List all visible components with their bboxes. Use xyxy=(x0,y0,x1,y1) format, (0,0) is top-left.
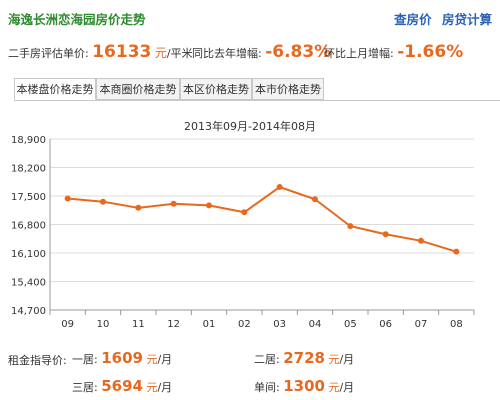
data-point xyxy=(135,204,142,211)
assessed-price-label: 二手房评估单价: xyxy=(8,47,89,60)
rent-two-bedroom-unit: 元 xyxy=(328,353,340,366)
x-tick-label: 10 xyxy=(97,319,110,330)
x-tick-label: 03 xyxy=(273,319,286,330)
y-tick-label: 15,400 xyxy=(11,278,46,289)
rent-single-room-unit: 元 xyxy=(328,381,340,394)
y-tick-label: 16,800 xyxy=(11,221,46,232)
y-tick-label: 16,100 xyxy=(11,249,46,260)
top-links: 查房价 房贷计算 xyxy=(388,9,492,28)
rent-one-bedroom: 一居: 1609 元/月 xyxy=(72,349,172,367)
data-point xyxy=(418,237,424,244)
price-stats: 二手房评估单价: 16133 元/平米 同比去年增幅: -6.83% 环比上月增… xyxy=(8,42,498,64)
tab-city-trend[interactable]: 本市价格走势 xyxy=(252,78,324,100)
x-tick-label: 12 xyxy=(167,319,180,330)
assessed-price-unit-suffix: /平米 xyxy=(166,47,193,60)
rent-one-bedroom-unit: 元 xyxy=(146,353,158,366)
data-point xyxy=(64,195,71,202)
data-point xyxy=(312,196,318,203)
assessed-price: 二手房评估单价: 16133 元/平米 xyxy=(8,42,193,62)
x-tick-label: 07 xyxy=(415,319,428,330)
data-point xyxy=(241,209,248,216)
rent-three-bedroom-value: 5694 xyxy=(101,377,143,395)
rent-two-bedroom: 二居: 2728 元/月 xyxy=(254,349,354,367)
data-point xyxy=(206,202,212,209)
rent-three-bedroom-unit: 元 xyxy=(146,381,158,394)
x-tick-label: 02 xyxy=(238,319,251,330)
loan-calculator-link[interactable]: 房贷计算 xyxy=(441,12,492,27)
data-point xyxy=(347,223,354,230)
yoy-change: 同比去年增幅: -6.83% xyxy=(192,42,331,62)
tab-business-area-trend[interactable]: 本商圈价格走势 xyxy=(96,78,180,100)
mom-change-label: 环比上月增幅: xyxy=(324,47,394,60)
rent-three-bedroom-unit-suffix: /月 xyxy=(157,381,173,394)
data-point xyxy=(170,200,177,207)
rent-single-room-label: 单间: xyxy=(254,381,280,394)
y-tick-label: 14,700 xyxy=(11,306,46,317)
rent-single-room: 单间: 1300 元/月 xyxy=(254,377,354,395)
data-point xyxy=(100,198,106,205)
x-tick-label: 05 xyxy=(344,319,357,330)
rent-one-bedroom-unit-suffix: /月 xyxy=(157,353,173,366)
page-title: 海逸长洲恋海园房价走势 xyxy=(8,12,146,27)
mom-change-value: -1.66% xyxy=(397,42,464,62)
rent-two-bedroom-value: 2728 xyxy=(283,349,325,367)
yoy-change-value: -6.83% xyxy=(265,42,332,62)
mom-change: 环比上月增幅: -1.66% xyxy=(324,42,463,62)
rent-guide-label: 租金指导价: xyxy=(8,354,67,367)
y-tick-label: 18,900 xyxy=(11,135,46,146)
rent-one-bedroom-value: 1609 xyxy=(101,349,143,367)
x-tick-label: 04 xyxy=(309,319,322,330)
x-tick-label: 06 xyxy=(379,319,392,330)
chart-title: 2013年09月-2014年08月 xyxy=(184,120,316,133)
rent-three-bedroom: 三居: 5694 元/月 xyxy=(72,377,172,395)
rent-one-bedroom-label: 一居: xyxy=(72,353,98,366)
rent-two-bedroom-label: 二居: xyxy=(254,353,280,366)
rent-single-room-value: 1300 xyxy=(283,377,325,395)
rent-three-bedroom-label: 三居: xyxy=(72,381,98,394)
data-point xyxy=(276,184,283,191)
check-price-link[interactable]: 查房价 xyxy=(394,12,432,27)
data-point xyxy=(382,231,389,238)
x-tick-label: 11 xyxy=(132,319,145,330)
tab-baseline xyxy=(14,100,500,101)
y-tick-label: 17,500 xyxy=(11,192,46,203)
x-tick-label: 09 xyxy=(61,319,74,330)
tab-district-trend[interactable]: 本区价格走势 xyxy=(180,78,252,100)
data-point xyxy=(453,248,460,255)
y-tick-label: 18,200 xyxy=(11,164,46,175)
tab-estate-trend[interactable]: 本楼盘价格走势 xyxy=(14,78,96,100)
rent-two-bedroom-unit-suffix: /月 xyxy=(339,353,355,366)
x-tick-label: 08 xyxy=(450,319,463,330)
yoy-change-label: 同比去年增幅: xyxy=(192,47,262,60)
assessed-price-value: 16133 xyxy=(92,42,152,62)
price-series-line xyxy=(67,185,457,253)
rent-single-room-unit-suffix: /月 xyxy=(339,381,355,394)
assessed-price-unit: 元 xyxy=(154,46,167,60)
x-tick-label: 01 xyxy=(203,319,216,330)
